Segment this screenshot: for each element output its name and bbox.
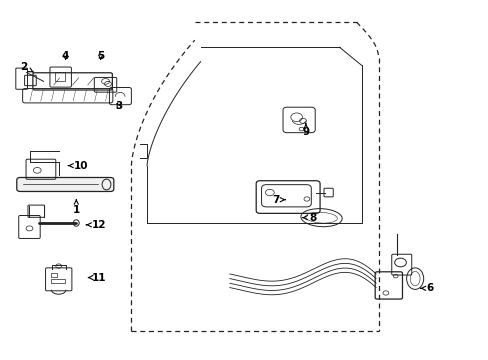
Bar (51, 273, 57, 277)
Text: 6: 6 (420, 283, 432, 293)
Text: 7: 7 (272, 195, 285, 205)
Text: 11: 11 (88, 273, 106, 283)
Bar (51, 279, 64, 283)
Text: 3: 3 (115, 102, 122, 112)
Text: 4: 4 (62, 51, 69, 61)
Text: 10: 10 (68, 161, 88, 171)
Text: 1: 1 (73, 200, 80, 216)
Text: 5: 5 (97, 51, 104, 61)
Text: 12: 12 (86, 220, 106, 230)
Text: 2: 2 (20, 62, 33, 72)
Bar (55, 72, 65, 81)
FancyBboxPatch shape (17, 177, 114, 192)
Text: 9: 9 (302, 124, 309, 136)
Text: 8: 8 (303, 213, 316, 222)
